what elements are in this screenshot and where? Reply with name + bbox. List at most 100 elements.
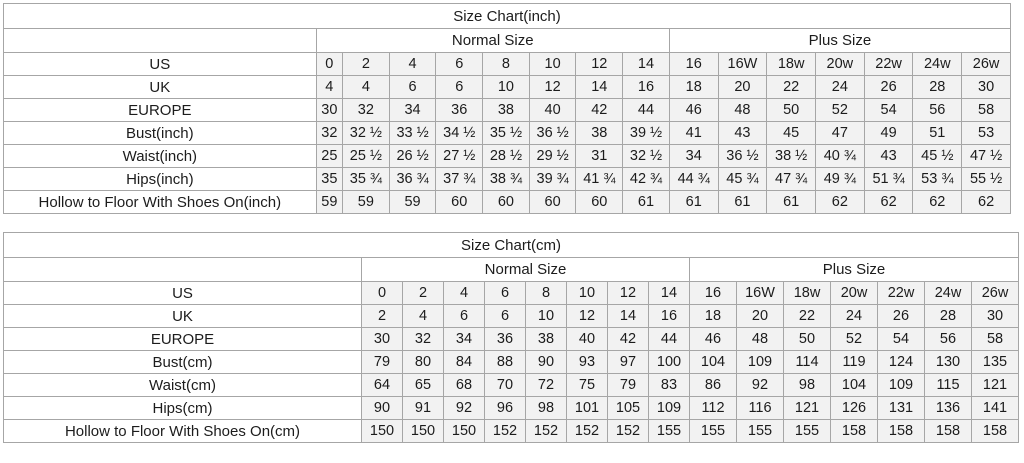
cell: 26w [970,281,1020,305]
cell: 39 ½ [622,121,670,145]
cell: 10 [525,304,567,328]
cell: 14 [607,304,649,328]
table-row: US 0 2 4 6 8 10 12 14 16 16W 18w 20w 22w… [3,281,1020,305]
cell: 92 [443,396,485,420]
cell: 56 [924,327,972,351]
cell: 79 [361,350,403,374]
cell: 56 [912,98,963,122]
cell: 141 [970,396,1020,420]
cell: 10 [482,75,530,99]
cell: 75 [566,373,608,397]
cell: 28 ½ [482,144,530,168]
cell: 62 [961,190,1011,214]
cell: 97 [607,350,649,374]
cell: 20w [815,52,865,76]
cell: 6 [435,75,484,99]
cell: 32 [315,121,344,145]
cell: 35 [315,167,344,191]
cell: 0 [361,281,403,305]
cell: 36 ¾ [388,167,437,191]
table-row: Hollow to Floor With Shoes On(inch) 59 5… [3,190,1011,214]
cell: 32 [342,98,390,122]
cell: 34 [388,98,437,122]
cell: 6 [484,281,526,305]
cell: 24w [912,52,963,76]
cell: 38 [575,121,624,145]
cell: 6 [388,75,437,99]
table-row: Bust(inch) 32 32 ½ 33 ½ 34 ½ 35 ½ 36 ½ 3… [3,121,1011,145]
cell: 150 [361,419,403,443]
cell: 45 ¾ [717,167,768,191]
cell: 26 [863,75,914,99]
cell: 18 [668,75,719,99]
cell: 60 [435,190,484,214]
cell: 61 [622,190,670,214]
cell: 30 [961,75,1011,99]
cm-row-label-us: US [3,281,362,305]
cell: 83 [648,373,690,397]
cell: 38 [482,98,530,122]
cell: 41 [668,121,719,145]
cell: 32 [402,327,444,351]
cell: 101 [566,396,608,420]
cell: 48 [736,327,784,351]
cell: 105 [607,396,649,420]
cell: 84 [443,350,485,374]
table-row: Hips(inch) 35 35 ¾ 36 ¾ 37 ¾ 38 ¾ 39 ¾ 4… [3,167,1011,191]
cell: 48 [717,98,768,122]
cell: 45 ½ [912,144,963,168]
cell: 43 [717,121,768,145]
cell: 93 [566,350,608,374]
cell: 0 [315,52,344,76]
cell: 14 [648,281,690,305]
cm-row-label-europe: EUROPE [3,327,362,351]
cell: 16 [622,75,670,99]
cell: 40 [528,98,577,122]
cell: 22w [863,52,914,76]
table-row: Waist(inch) 25 25 ½ 26 ½ 27 ½ 28 ½ 29 ½ … [3,144,1011,168]
cell: 126 [830,396,878,420]
inch-group-spacer [3,28,317,53]
cell: 50 [766,98,816,122]
cell: 16W [717,52,768,76]
cell: 24 [815,75,865,99]
cell: 43 [863,144,914,168]
cell: 25 ½ [342,144,390,168]
cell: 61 [766,190,816,214]
cell: 2 [361,304,403,328]
cell: 152 [566,419,608,443]
cell: 51 [912,121,963,145]
size-chart-inch-table: Size Chart(inch) Normal Size Plus Size U… [3,3,1012,214]
cell: 10 [566,281,608,305]
cell: 42 ¾ [622,167,670,191]
cell: 29 ½ [528,144,577,168]
cell: 37 ¾ [435,167,484,191]
cell: 124 [877,350,925,374]
cell: 40 [566,327,608,351]
cm-row-label-bust: Bust(cm) [3,350,362,374]
cell: 53 [961,121,1011,145]
cell: 62 [863,190,914,214]
cell: 136 [924,396,972,420]
cell: 54 [877,327,925,351]
cell: 4 [402,304,444,328]
cell: 20 [717,75,768,99]
cell: 61 [668,190,719,214]
cell: 150 [443,419,485,443]
cm-title-row: Size Chart(cm) [2,232,1020,258]
cm-row-label-uk: UK [3,304,362,328]
cell: 52 [830,327,878,351]
cell: 109 [736,350,784,374]
cm-row-label-hips: Hips(cm) [3,396,362,420]
cell: 12 [607,281,649,305]
cm-group-row: Normal Size Plus Size [3,257,1020,282]
inch-row-label-waist: Waist(inch) [3,144,317,168]
size-chart-cm-table: Size Chart(cm) Normal Size Plus Size US … [2,232,1020,443]
cell: 16W [736,281,784,305]
cell: 158 [924,419,972,443]
cm-group-plus-size: Plus Size [688,257,1020,282]
cell: 65 [402,373,444,397]
cell: 27 ½ [435,144,484,168]
cell: 14 [575,75,624,99]
cell: 70 [484,373,526,397]
